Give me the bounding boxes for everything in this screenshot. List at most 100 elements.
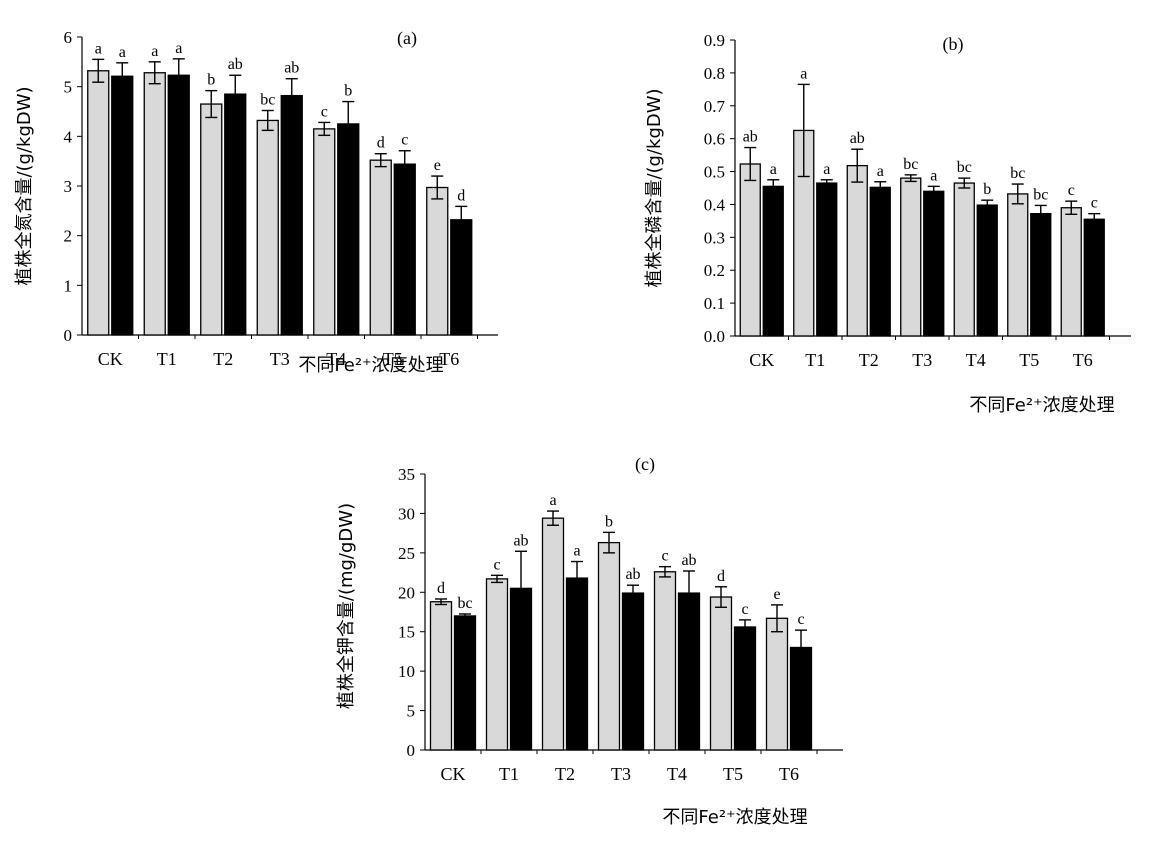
significance-label: ab — [284, 60, 299, 77]
y-tick-label: 0.0 — [704, 327, 725, 346]
bar-t4-series-1 — [313, 128, 336, 336]
y-tick-label: 2 — [64, 227, 73, 246]
bar-t5-series-2 — [733, 626, 757, 751]
error-bar — [771, 604, 783, 633]
y-tick-label: 0.8 — [704, 64, 725, 83]
y-tick-label: 0 — [407, 741, 416, 760]
x-tick-label: T4 — [667, 764, 687, 784]
error-bar — [820, 179, 833, 188]
significance-label: bc — [1010, 165, 1025, 182]
bar-t4-series-2 — [677, 592, 701, 751]
bar-t3-series-2 — [923, 190, 945, 337]
y-tick-label: 0.3 — [704, 228, 725, 247]
y-tick-label: 0.6 — [704, 130, 725, 149]
x-tick-label: T2 — [859, 350, 879, 370]
bar-t4-series-2 — [976, 204, 998, 337]
y-tick-label: 20 — [398, 583, 415, 602]
error-bar — [904, 174, 917, 183]
bar-ck-series-1 — [87, 70, 110, 336]
bar-t1-series-2 — [816, 182, 838, 337]
significance-label: ab — [850, 130, 865, 147]
error-bar — [1011, 183, 1024, 205]
x-tick-label: T3 — [611, 764, 631, 784]
significance-label: b — [605, 513, 613, 530]
x-tick-label: T3 — [912, 350, 932, 370]
error-bar — [342, 100, 355, 147]
error-bar — [431, 175, 444, 200]
bar-t6-series-1 — [1060, 207, 1082, 337]
significance-label: b — [983, 181, 991, 198]
significance-label: bc — [260, 92, 275, 109]
chart-panel-b: 0.00.10.20.30.40.50.60.70.80.9CKabaT1aaT… — [644, 31, 1131, 416]
x-tick-label: CK — [440, 764, 465, 784]
x-tick-label: T1 — [499, 764, 519, 784]
y-tick-label: 0.2 — [704, 261, 725, 280]
significance-label: e — [434, 157, 441, 174]
bar-t4-series-1 — [653, 571, 677, 751]
y-tick-label: 5 — [64, 78, 73, 97]
significance-label: a — [151, 43, 158, 60]
bar-t3-series-2 — [621, 592, 645, 751]
error-bar — [547, 510, 559, 526]
x-tick-label: T2 — [555, 764, 575, 784]
y-tick-label: 1 — [64, 276, 73, 295]
bar-t3-series-1 — [597, 541, 621, 751]
significance-label: a — [549, 492, 556, 509]
error-bar — [767, 179, 780, 194]
significance-label: c — [661, 548, 668, 565]
error-bar — [205, 89, 218, 119]
bar-t3-series-2 — [280, 94, 303, 336]
significance-label: b — [344, 83, 352, 100]
significance-label: e — [773, 586, 780, 603]
significance-label: c — [401, 132, 408, 149]
panel-label: (c) — [635, 454, 655, 475]
error-bar — [874, 181, 887, 194]
x-tick-label: T1 — [805, 350, 825, 370]
bar-t6-series-1 — [765, 617, 789, 751]
bar-t5-series-1 — [369, 159, 392, 336]
x-axis-label: 不同Fe²⁺浓度处理 — [298, 355, 443, 376]
x-tick-label: T1 — [157, 349, 177, 369]
significance-label: ab — [681, 552, 696, 569]
y-tick-label: 35 — [398, 465, 415, 484]
bar-t6-series-1 — [426, 186, 449, 336]
bar-t1-series-1 — [143, 72, 166, 336]
y-tick-label: 6 — [64, 28, 73, 47]
y-tick-label: 0.5 — [704, 163, 725, 182]
bar-ck-series-2 — [453, 615, 477, 751]
error-bar — [172, 58, 185, 93]
y-tick-label: 25 — [398, 544, 415, 563]
significance-label: ab — [228, 56, 243, 73]
panel-label: (b) — [943, 34, 964, 55]
error-bar — [739, 619, 751, 635]
x-tick-label: T5 — [383, 349, 403, 369]
bar-t3-series-1 — [256, 119, 279, 336]
error-bar — [797, 83, 810, 178]
error-bar — [318, 121, 331, 137]
y-tick-label: 5 — [407, 702, 416, 721]
bar-t5-series-2 — [1030, 213, 1052, 337]
y-axis-label: 植株全钾含量/(mg/gDW) — [336, 503, 357, 709]
y-tick-label: 0.9 — [704, 31, 725, 50]
y-tick-label: 10 — [398, 662, 415, 681]
significance-label: a — [119, 44, 126, 61]
error-bar — [92, 58, 105, 83]
bar-ck-series-2 — [111, 75, 134, 336]
significance-label: bc — [1033, 186, 1048, 203]
significance-label: c — [1068, 182, 1075, 199]
significance-label: a — [823, 161, 830, 178]
error-bar — [603, 531, 615, 554]
error-bar — [455, 205, 468, 234]
significance-label: bc — [957, 159, 972, 176]
bar-t1-series-2 — [167, 74, 190, 336]
error-bar — [715, 586, 727, 608]
x-tick-label: T6 — [439, 349, 459, 369]
bar-t1-series-1 — [485, 578, 509, 751]
y-tick-label: 4 — [64, 127, 73, 146]
x-tick-label: T4 — [966, 350, 986, 370]
x-tick-label: T3 — [270, 349, 290, 369]
significance-label: a — [573, 543, 580, 560]
significance-label: c — [1091, 195, 1098, 212]
